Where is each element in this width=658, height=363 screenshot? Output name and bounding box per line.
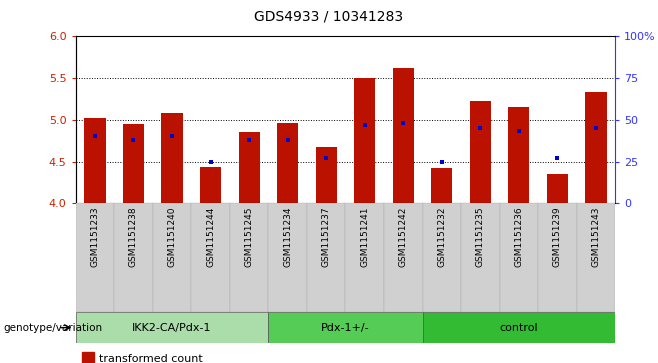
Bar	[76, 203, 114, 312]
Bar	[191, 203, 230, 312]
Text: GSM1151233: GSM1151233	[90, 207, 99, 267]
Bar	[76, 312, 268, 343]
Bar	[422, 312, 615, 343]
Bar	[586, 92, 607, 203]
Bar	[354, 78, 375, 203]
Bar	[499, 203, 538, 312]
Bar	[161, 113, 183, 203]
Bar	[547, 174, 568, 203]
Bar	[230, 203, 268, 312]
Bar	[307, 203, 345, 312]
Text: GSM1151236: GSM1151236	[515, 207, 523, 267]
Text: GSM1151242: GSM1151242	[399, 207, 408, 267]
Text: GSM1151241: GSM1151241	[360, 207, 369, 267]
Text: GSM1151244: GSM1151244	[206, 207, 215, 267]
Text: GSM1151245: GSM1151245	[245, 207, 253, 267]
Text: GDS4933 / 10341283: GDS4933 / 10341283	[255, 9, 403, 23]
Bar	[538, 203, 576, 312]
Bar	[268, 203, 307, 312]
Bar	[238, 132, 260, 203]
Bar	[114, 203, 153, 312]
Text: GSM1151238: GSM1151238	[129, 207, 138, 267]
Text: GSM1151239: GSM1151239	[553, 207, 562, 267]
Text: GSM1151232: GSM1151232	[438, 207, 446, 267]
Text: GSM1151234: GSM1151234	[283, 207, 292, 267]
Bar	[470, 101, 491, 203]
Bar	[268, 312, 422, 343]
Text: control: control	[499, 323, 538, 333]
Text: IKK2-CA/Pdx-1: IKK2-CA/Pdx-1	[132, 323, 212, 333]
Bar	[422, 203, 461, 312]
Bar	[153, 203, 191, 312]
Bar	[393, 68, 414, 203]
Bar	[277, 123, 298, 203]
Bar	[316, 147, 337, 203]
Bar	[84, 118, 105, 203]
Text: GSM1151235: GSM1151235	[476, 207, 485, 267]
Text: Pdx-1+/-: Pdx-1+/-	[321, 323, 370, 333]
Bar	[345, 203, 384, 312]
Text: genotype/variation: genotype/variation	[3, 323, 103, 333]
Bar	[123, 124, 144, 203]
Text: GSM1151243: GSM1151243	[592, 207, 601, 267]
Text: transformed count: transformed count	[99, 354, 203, 363]
Bar	[200, 167, 221, 203]
Text: GSM1151240: GSM1151240	[168, 207, 176, 267]
Bar	[431, 168, 453, 203]
Bar	[576, 203, 615, 312]
Bar	[461, 203, 499, 312]
Bar	[508, 107, 530, 203]
Text: GSM1151237: GSM1151237	[322, 207, 331, 267]
Bar	[384, 203, 422, 312]
